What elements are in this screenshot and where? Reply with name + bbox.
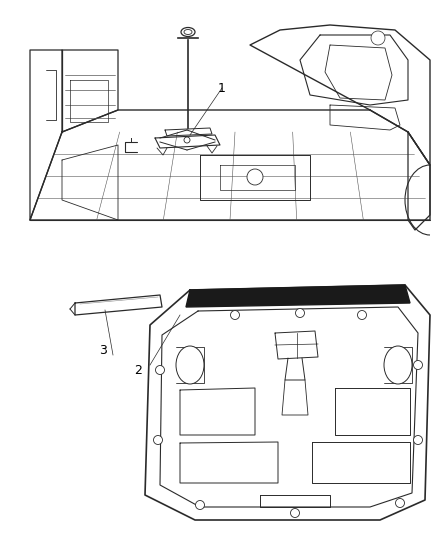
- Circle shape: [230, 311, 240, 319]
- Circle shape: [413, 435, 423, 445]
- Ellipse shape: [181, 28, 195, 36]
- Ellipse shape: [184, 29, 192, 35]
- Circle shape: [184, 137, 190, 143]
- Circle shape: [247, 169, 263, 185]
- Text: 2T: 2T: [373, 34, 383, 43]
- Circle shape: [413, 360, 423, 369]
- Circle shape: [371, 31, 385, 45]
- Polygon shape: [186, 285, 410, 307]
- Circle shape: [396, 498, 405, 507]
- Circle shape: [155, 366, 165, 375]
- Text: 1: 1: [218, 82, 226, 94]
- Ellipse shape: [384, 346, 412, 384]
- Ellipse shape: [176, 346, 204, 384]
- Circle shape: [195, 500, 205, 510]
- Text: 3: 3: [99, 343, 107, 357]
- Circle shape: [296, 309, 304, 318]
- Circle shape: [357, 311, 367, 319]
- Circle shape: [153, 435, 162, 445]
- Text: 2: 2: [134, 364, 142, 376]
- Circle shape: [290, 508, 300, 518]
